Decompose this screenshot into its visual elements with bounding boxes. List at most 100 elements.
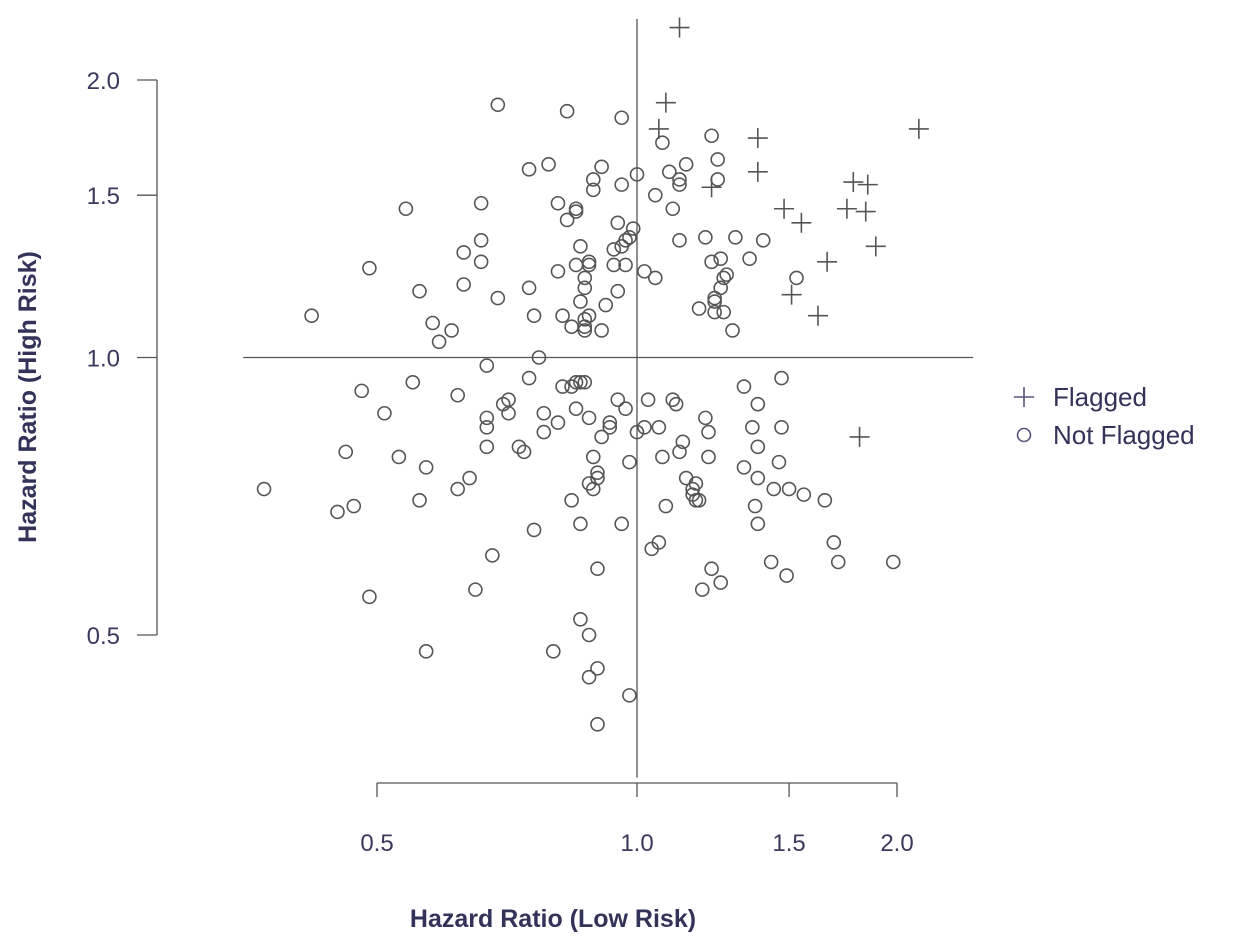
not-flagged-point [750, 439, 766, 455]
y-tick-label: 1.0 [87, 346, 120, 373]
not-flagged-point [691, 301, 707, 316]
not-flagged-point [590, 465, 605, 480]
not-flagged-point [573, 516, 588, 532]
not-flagged-point [536, 424, 552, 440]
not-flagged-point [568, 201, 584, 217]
not-flagged-point [598, 297, 614, 313]
not-flagged-point [716, 270, 731, 286]
not-flagged-point [456, 245, 471, 260]
not-flagged-point [450, 387, 465, 403]
not-flagged-point [521, 162, 537, 177]
not-flagged-point [704, 561, 719, 577]
not-flagged-point [618, 233, 633, 248]
not-flagged-point [362, 589, 377, 605]
not-flagged-point [672, 233, 687, 248]
not-flagged-point [658, 498, 674, 514]
not-flagged-point [602, 415, 618, 430]
not-flagged-point [713, 280, 729, 296]
not-flagged-point [412, 283, 427, 299]
not-flagged-point [573, 374, 588, 390]
not-flagged-point [713, 575, 729, 590]
axes: 0.5 1.0 1.5 2.0 0.5 1.0 1.5 2.0 [87, 68, 914, 857]
not-flagged-point [701, 424, 716, 440]
not-flagged-point [354, 383, 369, 399]
not-flagged-point [450, 481, 465, 497]
not-flagged-point [622, 230, 637, 245]
not-flagged-point [614, 177, 629, 192]
not-flagged-point [573, 294, 588, 309]
not-flagged-point [377, 405, 392, 421]
not-flagged-point [651, 420, 667, 435]
not-flagged-point [665, 201, 681, 217]
flagged-point [865, 236, 886, 257]
x-tick-label: 1.5 [772, 830, 805, 857]
not-flagged-point [678, 157, 694, 172]
not-flagged-point [755, 233, 771, 248]
not-flagged-point [304, 308, 319, 324]
legend-not-flagged-marker [1016, 427, 1032, 443]
not-flagged-point [577, 323, 593, 338]
not-flagged-point [774, 370, 789, 386]
not-flagged-point [637, 420, 652, 435]
not-flagged-point [675, 434, 691, 450]
not-flagged-point [431, 334, 447, 350]
not-flagged-point [637, 264, 652, 279]
not-flagged-point [710, 172, 725, 187]
flagged-point [781, 284, 802, 305]
not-flagged-point [418, 644, 434, 659]
not-flagged-point [585, 172, 601, 187]
not-flagged-point [655, 135, 670, 151]
flagged-point [807, 305, 828, 326]
not-flagged-point [688, 476, 704, 491]
not-flagged-point [391, 449, 407, 465]
not-flagged-point [581, 257, 597, 273]
not-flagged-point [713, 251, 729, 266]
flagged-point [669, 17, 690, 38]
not-flagged-point [672, 172, 687, 187]
not-flagged-point [573, 611, 588, 627]
not-flagged-point [577, 280, 593, 296]
not-flagged-point [568, 257, 584, 273]
not-flagged-point [707, 304, 722, 320]
not-flagged-point [531, 350, 547, 365]
not-flagged-point [577, 312, 593, 327]
flagged-point [857, 174, 878, 195]
not-flagged-point [545, 644, 561, 659]
not-flagged-point [456, 277, 471, 292]
not-flagged-point [568, 401, 584, 416]
not-flagged-point [698, 410, 713, 426]
not-flagged-point [418, 460, 434, 475]
not-flagged-point [610, 392, 626, 407]
not-flagged-point [559, 103, 575, 119]
not-flagged-point [672, 177, 687, 192]
not-flagged-point [501, 405, 516, 421]
not-flagged-point [550, 195, 566, 211]
not-flagged-point [629, 424, 645, 440]
not-flagged-point [581, 669, 597, 685]
not-flagged-point [346, 498, 362, 514]
not-flagged-point [602, 420, 618, 435]
not-flagged-point [511, 439, 527, 455]
legend-not-flagged-label: Not Flagged [1053, 420, 1195, 450]
not-flagged-point [568, 374, 584, 390]
x-axis-title: Hazard Ratio (Low Risk) [410, 905, 696, 933]
not-flagged-point [568, 204, 584, 219]
flagged-point [655, 92, 676, 113]
not-flagged-point [742, 251, 757, 266]
not-flagged-point [826, 535, 842, 550]
flagged-point [817, 251, 838, 272]
x-tick-label: 0.5 [360, 830, 393, 857]
not-flagged-point [672, 444, 687, 460]
legend: Flagged Not Flagged [1014, 382, 1195, 450]
not-flagged-point [640, 392, 656, 407]
not-flagged-point [468, 582, 483, 597]
not-flagged-point [622, 688, 637, 703]
not-flagged-point [581, 627, 597, 643]
not-flagged-point [747, 498, 763, 514]
flagged-point [791, 212, 812, 233]
not-flagged-point [479, 439, 495, 455]
not-flagged-point [789, 270, 804, 286]
not-flagged-point [490, 97, 506, 113]
not-flagged-point [716, 304, 731, 320]
